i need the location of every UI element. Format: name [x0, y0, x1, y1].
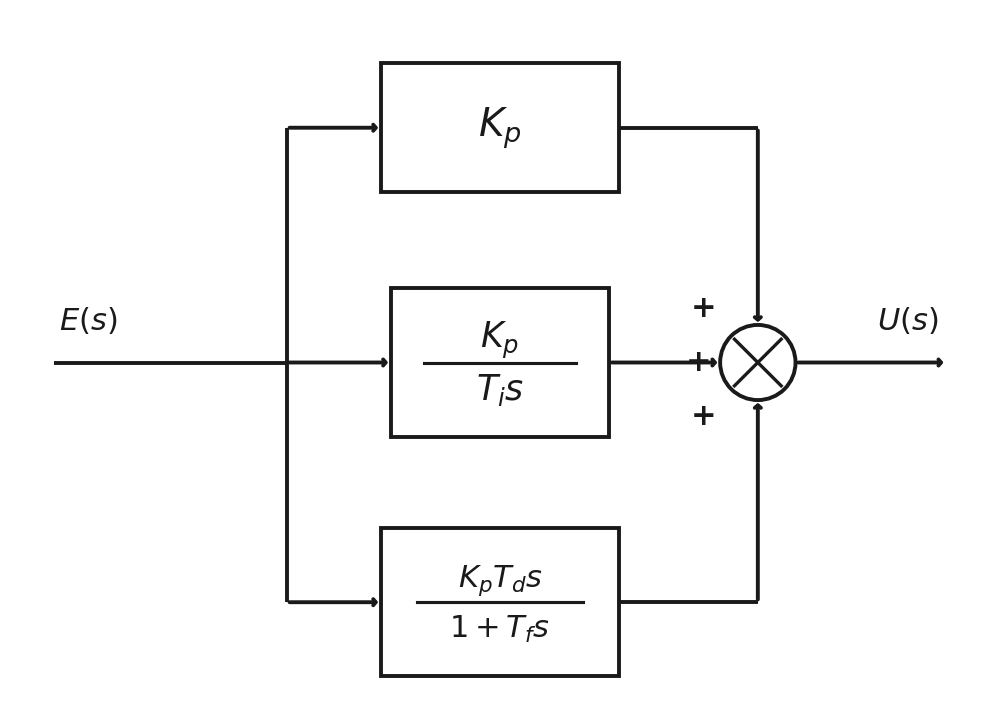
Text: $T_i s$: $T_i s$ — [476, 372, 524, 408]
Text: +: + — [690, 402, 716, 431]
Text: $K_p$: $K_p$ — [478, 105, 522, 151]
Bar — [391, 289, 609, 436]
Text: $K_p$: $K_p$ — [480, 320, 520, 361]
Text: $K_p T_d s$: $K_p T_d s$ — [458, 563, 542, 598]
Text: +: + — [686, 348, 711, 377]
Circle shape — [720, 325, 796, 400]
Text: $E(s)$: $E(s)$ — [59, 305, 117, 336]
Text: +: + — [690, 294, 716, 323]
Text: $1+T_f s$: $1+T_f s$ — [449, 614, 551, 645]
Text: $U(s)$: $U(s)$ — [877, 305, 938, 336]
Bar — [381, 64, 619, 192]
Bar — [381, 528, 619, 676]
